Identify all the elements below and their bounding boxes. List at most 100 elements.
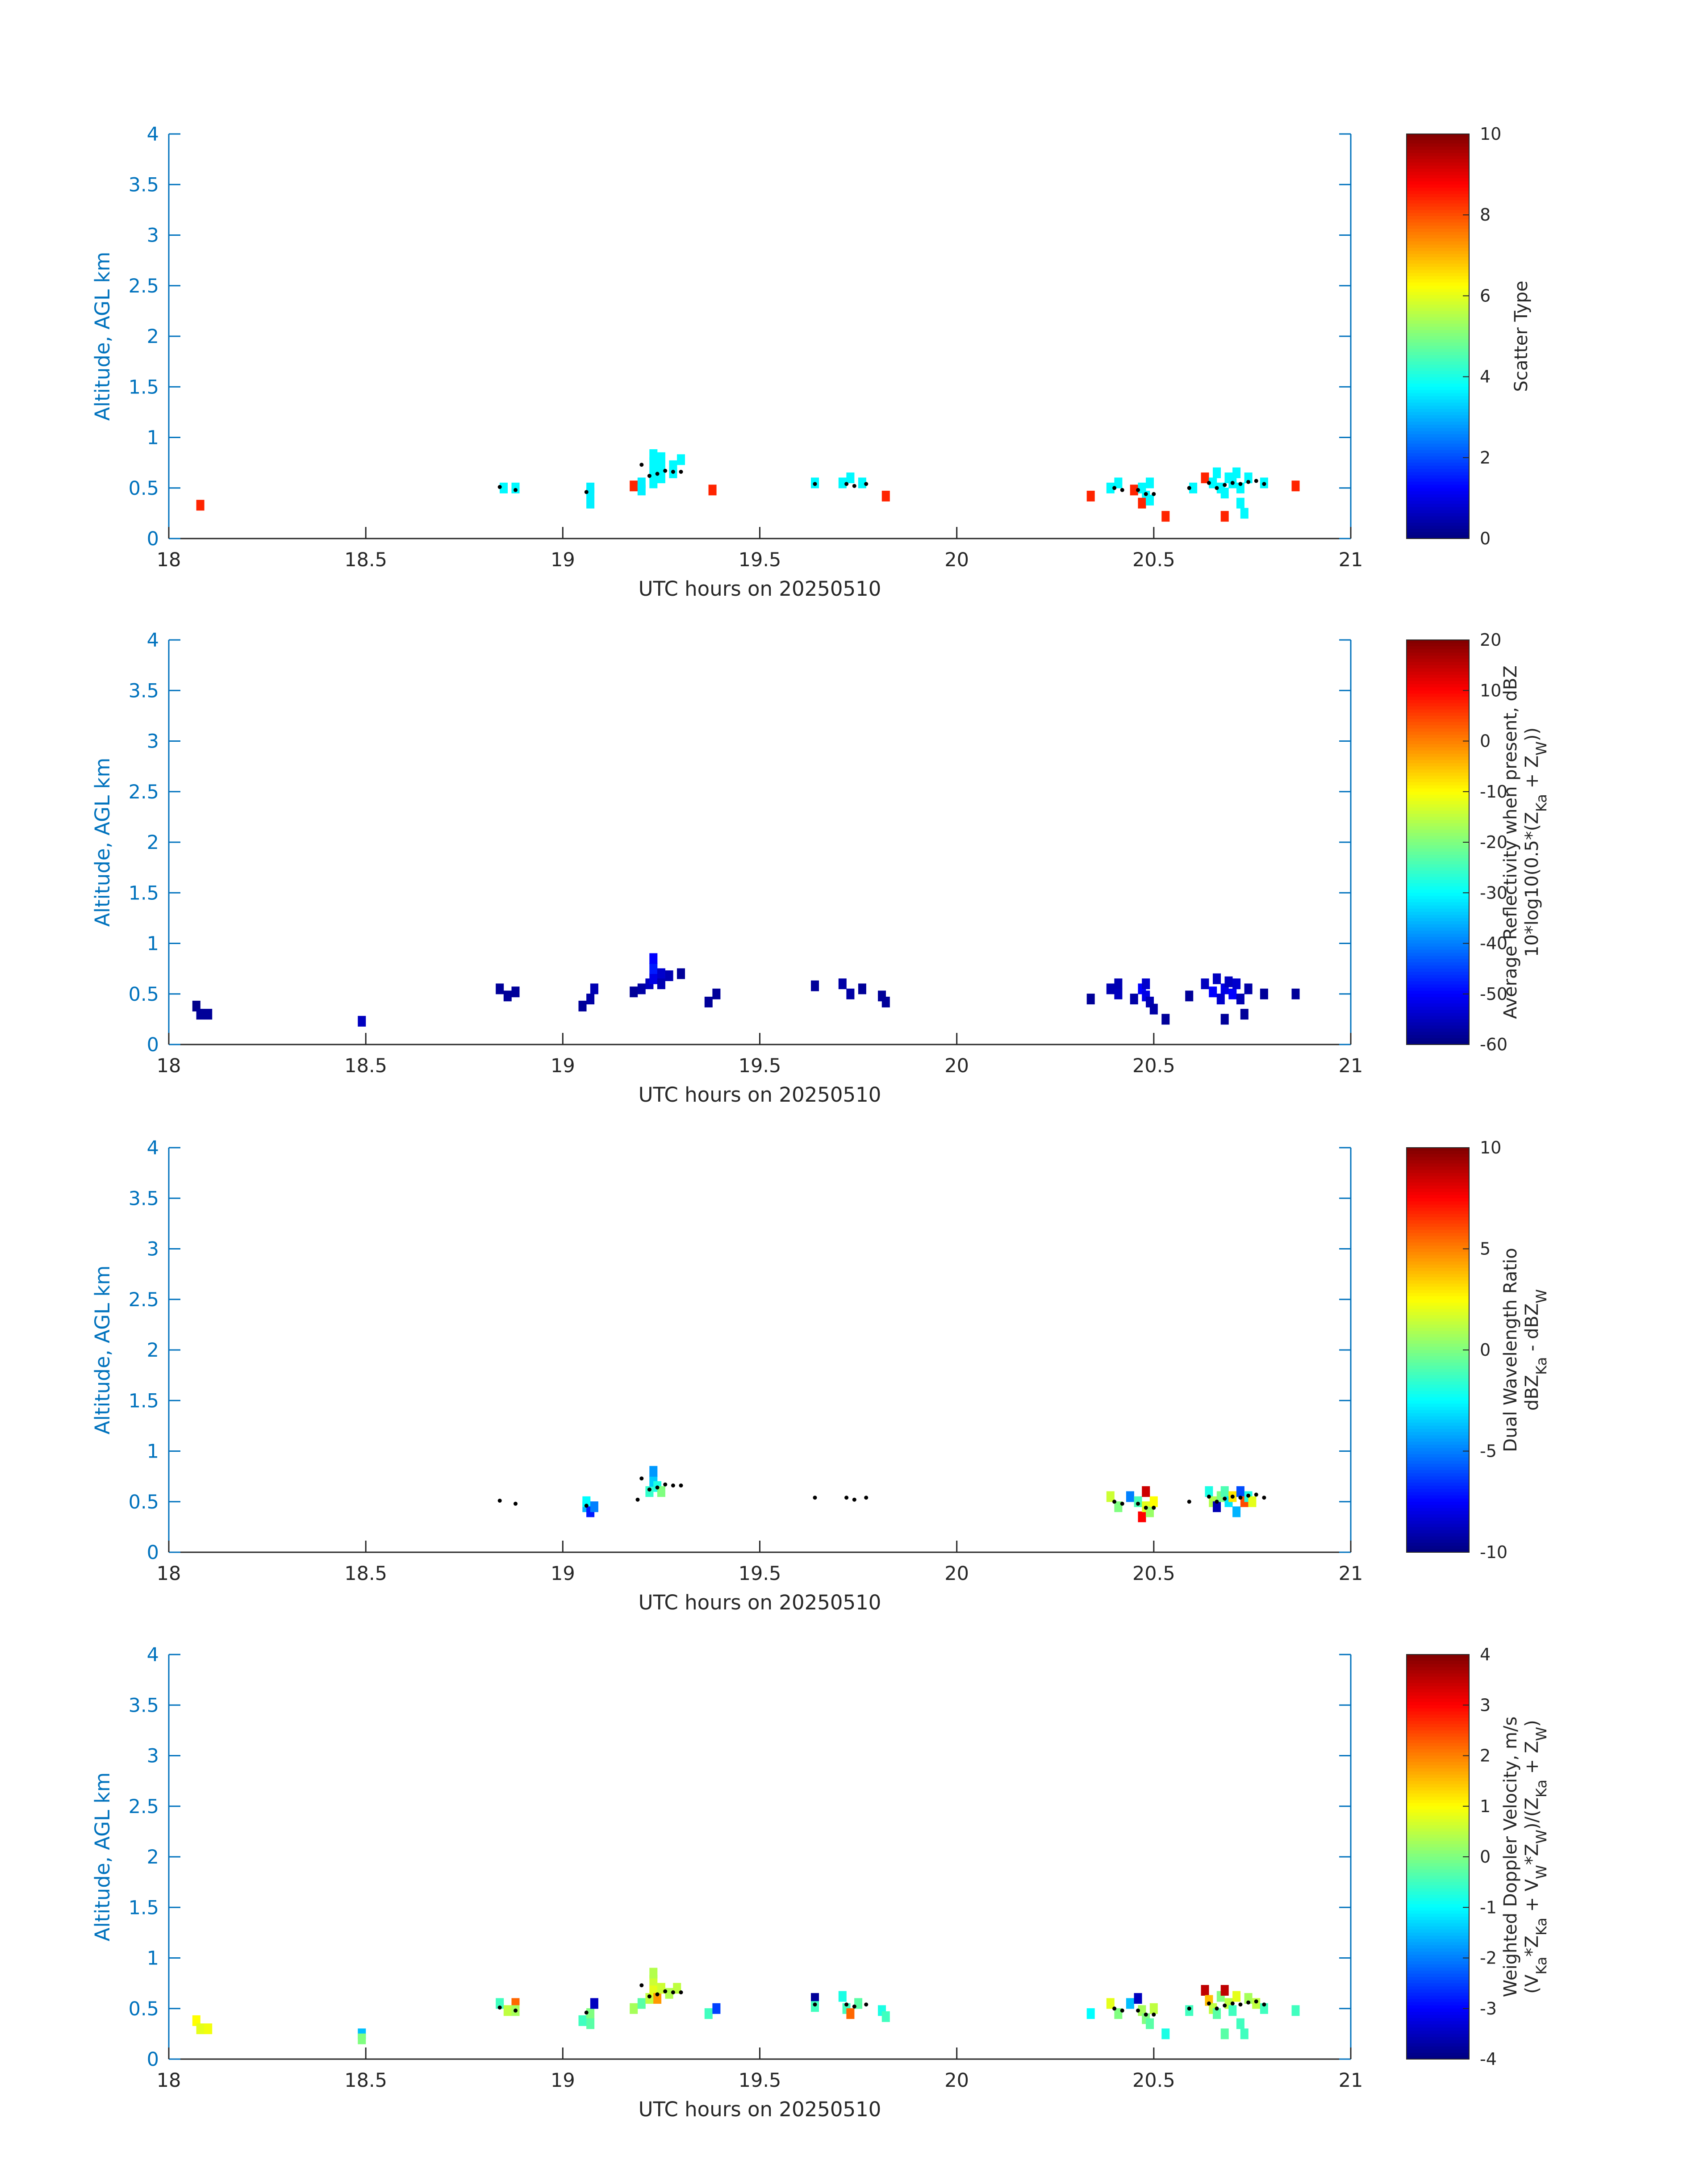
colorbar-swatch	[1407, 1267, 1469, 1271]
colorbar-swatch	[1407, 946, 1469, 950]
colorbar-swatch	[1407, 918, 1469, 922]
heatmap-cell	[1114, 978, 1123, 990]
heatmap-cell	[503, 2005, 512, 2016]
colorbar-swatch	[1407, 832, 1469, 836]
colorbar-swatch	[1407, 2024, 1469, 2028]
colorbar-swatch	[1407, 168, 1469, 172]
colorbar-swatch	[1407, 665, 1469, 669]
colorbar-swatch	[1407, 1686, 1469, 1690]
colorbar-swatch	[1407, 456, 1469, 460]
colorbar-swatch	[1407, 1860, 1469, 1864]
colorbar-swatch	[1407, 387, 1469, 391]
colorbar-swatch	[1407, 1432, 1469, 1436]
heatmap-cell	[500, 482, 508, 493]
data-point	[655, 472, 660, 476]
colorbar-swatch	[1407, 226, 1469, 230]
colorbar-swatch	[1407, 1378, 1469, 1382]
colorbar-label: Dual Wavelength Ratio	[1500, 1248, 1521, 1452]
colorbar-swatch	[1407, 1676, 1469, 1680]
y-tick-label: 3	[147, 225, 159, 247]
data-point	[639, 1983, 644, 1988]
colorbar-swatch	[1407, 1013, 1469, 1017]
colorbar-swatch	[1407, 776, 1469, 780]
colorbar-swatch	[1407, 1308, 1469, 1312]
data-point	[1120, 488, 1124, 492]
colorbar-swatch	[1407, 513, 1469, 517]
data-point	[679, 1990, 683, 1994]
colorbar-swatch	[1407, 390, 1469, 394]
colorbar-swatch	[1407, 450, 1469, 454]
colorbar-swatch	[1407, 1025, 1469, 1029]
colorbar-swatch	[1407, 434, 1469, 438]
colorbar-swatch	[1407, 1752, 1469, 1756]
colorbar-swatch	[1407, 346, 1469, 350]
colorbar-swatch	[1407, 1473, 1469, 1477]
colorbar-swatch	[1407, 2021, 1469, 2025]
colorbar-swatch	[1407, 2027, 1469, 2031]
colorbar-swatch	[1407, 788, 1469, 792]
colorbar-swatch	[1407, 1445, 1469, 1449]
colorbar-swatch	[1407, 700, 1469, 704]
colorbar-swatch	[1407, 203, 1469, 207]
data-point	[813, 1496, 817, 1500]
colorbar-swatch	[1407, 972, 1469, 976]
data-point	[584, 490, 589, 494]
colorbar-swatch	[1407, 1774, 1469, 1778]
colorbar-swatch	[1407, 181, 1469, 185]
colorbar-swatch	[1407, 1495, 1469, 1499]
colorbar-swatch	[1407, 501, 1469, 504]
colorbar-swatch	[1407, 1542, 1469, 1546]
colorbar-swatch	[1407, 247, 1469, 251]
colorbar-swatch	[1407, 1948, 1469, 1952]
heatmap-cell	[1146, 1506, 1154, 1517]
y-tick-label: 3	[147, 731, 159, 753]
colorbar-swatch	[1407, 1882, 1469, 1886]
colorbar-tick-label: -4	[1480, 2049, 1497, 2069]
y-tick-label: 2	[147, 1339, 159, 1362]
colorbar-swatch	[1407, 1891, 1469, 1895]
heatmap-cell	[1149, 1496, 1158, 1507]
data-point	[864, 1496, 869, 1500]
colorbar-swatch	[1407, 1812, 1469, 1816]
colorbar-swatch	[1407, 1863, 1469, 1867]
colorbar-tick-label: 6	[1480, 286, 1491, 305]
colorbar-swatch	[1407, 791, 1469, 795]
data-point	[1238, 1496, 1243, 1500]
heatmap-cell	[1138, 2005, 1146, 2016]
colorbar-swatch	[1407, 801, 1469, 805]
x-tick-label: 20	[944, 1055, 969, 1077]
colorbar-swatch	[1407, 323, 1469, 327]
colorbar-swatch	[1407, 1517, 1469, 1521]
colorbar-swatch	[1407, 908, 1469, 912]
heatmap-cell	[496, 983, 504, 994]
colorbar-swatch	[1407, 254, 1469, 258]
colorbar-swatch	[1407, 418, 1469, 422]
data-point	[1112, 486, 1117, 490]
heatmap-cell	[196, 2023, 205, 2035]
colorbar-swatch	[1407, 1321, 1469, 1325]
colorbar-swatch	[1407, 1003, 1469, 1007]
colorbar-swatch	[1407, 1239, 1469, 1243]
colorbar-swatch	[1407, 1000, 1469, 1004]
colorbar-swatch	[1407, 1422, 1469, 1426]
x-tick-label: 20	[944, 2069, 969, 2092]
colorbar-swatch	[1407, 823, 1469, 827]
colorbar-swatch	[1407, 1255, 1469, 1259]
colorbar-tick-label: 1	[1480, 1797, 1491, 1816]
data-point	[1230, 2001, 1235, 2006]
heatmap-cell	[1138, 482, 1146, 493]
heatmap-cell	[1146, 494, 1154, 506]
colorbar-swatch	[1407, 213, 1469, 217]
colorbar-swatch	[1407, 1711, 1469, 1715]
data-point	[1144, 492, 1148, 496]
colorbar-swatch	[1407, 1667, 1469, 1671]
data-point	[844, 1496, 849, 1500]
colorbar-swatch	[1407, 1746, 1469, 1750]
x-tick-label: 19	[551, 2069, 575, 2092]
colorbar-swatch	[1407, 1790, 1469, 1794]
colorbar-swatch	[1407, 855, 1469, 859]
colorbar-swatch	[1407, 440, 1469, 444]
heatmap-cell	[1126, 1998, 1134, 2009]
colorbar-swatch	[1407, 197, 1469, 201]
heatmap-cell	[196, 1009, 205, 1020]
